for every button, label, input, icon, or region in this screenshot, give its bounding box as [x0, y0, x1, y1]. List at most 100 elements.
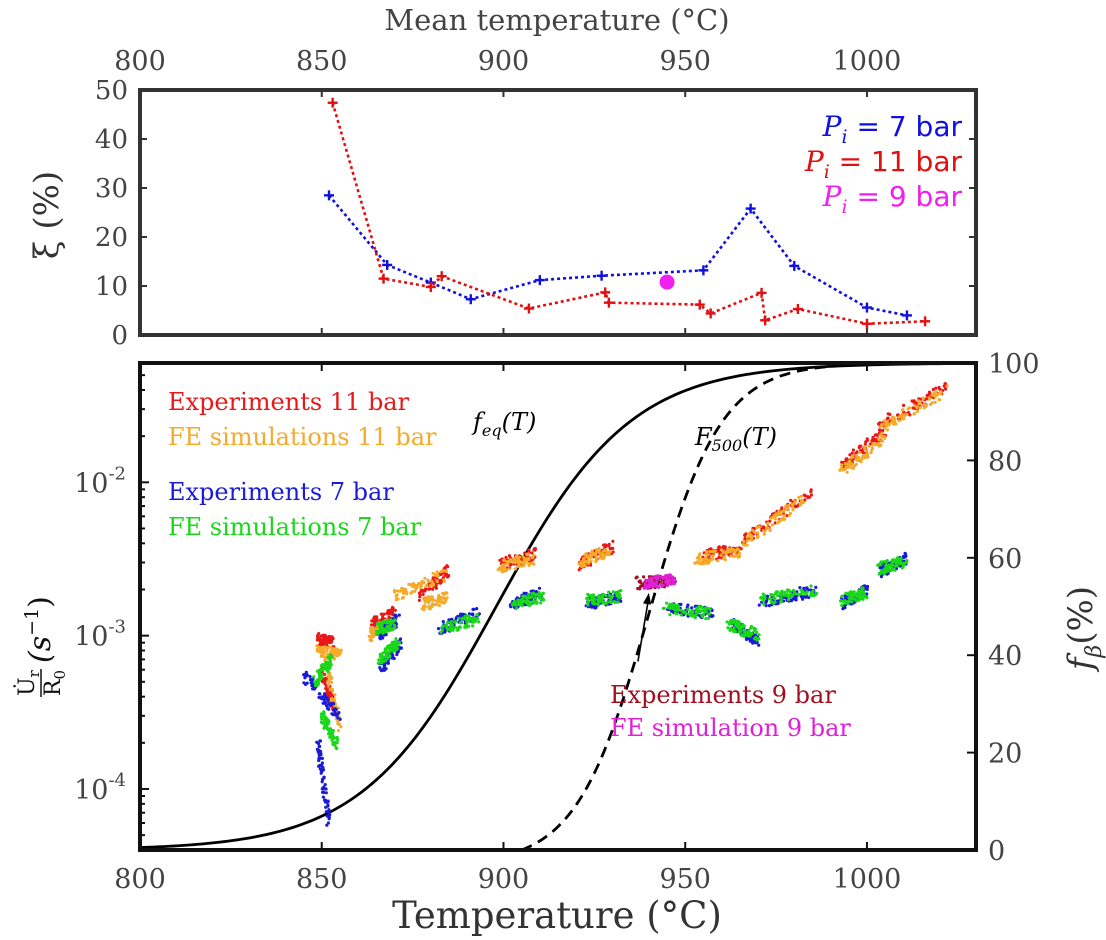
scatter-point: [333, 740, 337, 744]
scatter-point: [333, 650, 337, 654]
scatter-point: [332, 657, 336, 661]
scatter-point: [865, 449, 869, 453]
scatter-point: [304, 674, 308, 678]
scatter-point: [321, 790, 326, 794]
scatter-point: [757, 643, 761, 647]
scatter-point: [773, 517, 777, 521]
scatter-point: [325, 669, 329, 673]
scatter-point: [442, 596, 446, 600]
scatter-point: [934, 386, 938, 390]
scatter-point: [754, 635, 758, 640]
scatter-point: [711, 550, 715, 554]
scatter-point: [532, 547, 537, 551]
scatter-point: [871, 435, 875, 439]
scatter-point: [423, 576, 427, 580]
xi-data-point: [705, 308, 716, 319]
scatter-point: [388, 619, 392, 623]
scatter-point: [540, 596, 544, 600]
scatter-point: [379, 622, 383, 626]
scatter-point: [782, 509, 786, 513]
scatter-point: [470, 620, 474, 624]
scatter-point: [334, 707, 338, 712]
scatter-point: [369, 637, 373, 642]
scatter-point: [336, 729, 340, 733]
scatter-point: [521, 594, 525, 598]
scatter-point: [324, 791, 328, 795]
xi-y-tick-label: 0: [111, 321, 128, 351]
scatter-point: [850, 451, 854, 455]
scatter-point: [386, 661, 390, 665]
scatter-point: [847, 599, 851, 603]
scatter-point: [322, 680, 326, 684]
scatter-point: [797, 495, 801, 499]
scatter-point: [763, 529, 767, 533]
scatter-point: [785, 507, 789, 511]
scatter-point: [589, 604, 594, 608]
scatter-point: [317, 744, 322, 748]
scatter-point: [728, 547, 732, 551]
scatter-point: [507, 567, 511, 571]
rate-label-unit-close: ): [23, 596, 58, 608]
scatter-point: [726, 626, 730, 630]
scatter-point: [369, 623, 374, 627]
scatter-point: [799, 595, 804, 599]
scatter-point: [320, 769, 324, 774]
scatter-point: [891, 415, 895, 419]
scatter-point: [943, 382, 947, 386]
scatter-point: [432, 598, 436, 602]
scatter-point: [647, 583, 651, 587]
scatter-point: [733, 550, 737, 554]
scatter-point: [749, 624, 754, 629]
scatter-point: [476, 617, 480, 621]
scatter-point: [443, 579, 447, 583]
scatter-point: [644, 585, 648, 589]
xi-data-point: [792, 304, 803, 315]
scatter-point: [471, 613, 475, 617]
scatter-point: [426, 578, 430, 582]
scatter-point: [757, 633, 761, 637]
fraction-y-tick-label: 100: [988, 349, 1040, 380]
scatter-point: [661, 606, 665, 611]
scatter-point: [728, 550, 733, 554]
scatter-point: [323, 800, 328, 804]
scatter-point: [329, 729, 334, 733]
scatter-point: [918, 405, 923, 409]
scatter-point: [902, 561, 906, 565]
scatter-point: [471, 624, 475, 628]
scatter-point: [846, 602, 850, 606]
scatter-point: [435, 579, 439, 584]
scatter-point: [336, 721, 340, 726]
scatter-point: [325, 652, 329, 656]
scatter-point: [392, 623, 397, 627]
scatter-point: [788, 511, 793, 515]
scatter-cluster-sim9: [642, 573, 677, 591]
scatter-point: [779, 596, 783, 600]
xi-data-point: [596, 270, 607, 281]
xi-panel-frame: [138, 88, 978, 337]
scatter-point: [668, 613, 672, 617]
scatter-point: [323, 633, 327, 637]
scatter-point: [326, 699, 330, 703]
scatter-point: [328, 813, 332, 817]
scatter-point: [527, 563, 531, 568]
scatter-point: [332, 735, 336, 739]
scatter-point: [367, 634, 371, 638]
fraction-y-tick-label: 20: [988, 739, 1022, 770]
scatter-point: [742, 634, 746, 639]
scatter-point: [777, 510, 781, 514]
scatter-point: [586, 600, 590, 604]
scatter-point: [843, 594, 847, 598]
scatter-point: [446, 620, 450, 624]
scatter-point: [762, 602, 766, 607]
scatter-point: [370, 619, 374, 623]
scatter-point: [751, 641, 755, 645]
scatter-point: [413, 589, 417, 593]
scatter-point: [437, 593, 441, 598]
scatter-point: [586, 596, 590, 601]
scatter-point: [850, 600, 854, 604]
scatter-point: [618, 595, 622, 599]
scatter-point: [505, 559, 509, 564]
scatter-point: [890, 563, 895, 567]
scatter-point: [477, 620, 481, 624]
scatter-point: [741, 623, 745, 627]
